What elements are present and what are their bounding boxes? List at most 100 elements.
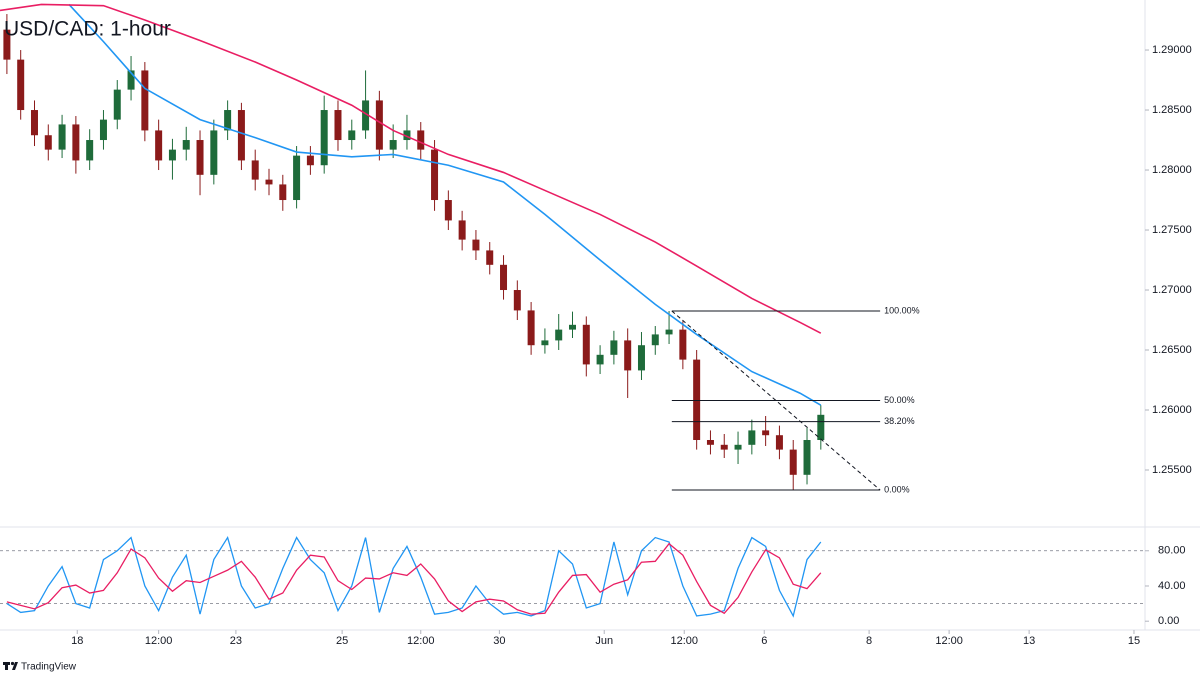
chart-title: USD/CAD: 1-hour bbox=[4, 18, 171, 41]
y-tick-label: 80.00 bbox=[1158, 545, 1186, 557]
x-tick-label: 25 bbox=[336, 635, 348, 647]
fib-label: 0.00% bbox=[884, 484, 910, 494]
candle-body bbox=[817, 414, 825, 441]
candle-body bbox=[127, 70, 135, 90]
candle-body bbox=[748, 430, 756, 445]
candle-body bbox=[596, 354, 604, 365]
x-tick-label: Jun bbox=[595, 635, 613, 647]
stochastic-line bbox=[6, 542, 822, 615]
candle-body bbox=[182, 140, 190, 150]
candle-body bbox=[334, 110, 342, 141]
fib-label: 100.00% bbox=[884, 305, 920, 315]
candle-body bbox=[803, 440, 811, 475]
candle-body bbox=[86, 140, 94, 161]
candle-body bbox=[417, 130, 425, 150]
y-tick-label: 1.28500 bbox=[1152, 104, 1192, 116]
candle-body bbox=[472, 239, 480, 251]
candle-body bbox=[362, 100, 370, 131]
candle-body bbox=[210, 130, 218, 175]
y-tick-label: 1.26500 bbox=[1152, 344, 1192, 356]
candle-body bbox=[775, 435, 783, 450]
y-tick-label: 1.27500 bbox=[1152, 224, 1192, 236]
logo-icon bbox=[3, 661, 18, 670]
moving-average bbox=[0, 3, 822, 334]
x-tick-label: 15 bbox=[1128, 635, 1140, 647]
candle-body bbox=[141, 70, 149, 131]
candle-body bbox=[168, 149, 176, 161]
candle-body bbox=[113, 89, 121, 120]
candle-body bbox=[610, 340, 618, 355]
candle-body bbox=[706, 440, 714, 445]
x-tick-label: 12:00 bbox=[145, 635, 173, 647]
candle-body bbox=[651, 334, 659, 346]
candle-body bbox=[348, 130, 356, 141]
x-tick-label: 30 bbox=[493, 635, 505, 647]
x-tick-label: 12:00 bbox=[407, 635, 435, 647]
candle-body bbox=[458, 220, 466, 240]
candle-body bbox=[44, 135, 52, 150]
candle-body bbox=[17, 59, 25, 111]
y-tick-label: 0.00 bbox=[1158, 615, 1179, 627]
candle-body bbox=[403, 130, 411, 141]
candle-body bbox=[720, 444, 728, 450]
x-tick-label: 13 bbox=[1023, 635, 1035, 647]
stochastic-line bbox=[6, 535, 822, 618]
y-tick-label: 1.28000 bbox=[1152, 164, 1192, 176]
candle-body bbox=[72, 124, 80, 161]
candle-body bbox=[265, 179, 273, 185]
candle-body bbox=[30, 110, 38, 136]
fib-trend-line bbox=[671, 310, 881, 491]
y-tick-label: 1.26000 bbox=[1152, 404, 1192, 416]
fib-label: 38.20% bbox=[884, 416, 915, 426]
candle-body bbox=[693, 359, 701, 441]
candle-body bbox=[196, 140, 204, 175]
candle-body bbox=[679, 329, 687, 360]
candle-body bbox=[251, 160, 259, 180]
candle-body bbox=[762, 430, 770, 436]
candle-body bbox=[58, 124, 66, 150]
candle-body bbox=[320, 110, 328, 166]
candle-body bbox=[293, 155, 301, 201]
fib-label: 50.00% bbox=[884, 395, 915, 405]
candle-body bbox=[569, 324, 576, 330]
candle-body bbox=[224, 110, 232, 131]
candle-body bbox=[279, 184, 287, 201]
candle-body bbox=[306, 155, 314, 166]
x-tick-label: 8 bbox=[866, 635, 872, 647]
candle-body bbox=[734, 444, 742, 450]
x-tick-label: 12:00 bbox=[935, 635, 963, 647]
candle-body bbox=[789, 449, 797, 475]
x-tick-label: 18 bbox=[71, 635, 83, 647]
candle-body bbox=[637, 345, 645, 371]
candle-body bbox=[513, 290, 521, 311]
y-tick-label: 1.25500 bbox=[1152, 464, 1192, 476]
candle-body bbox=[500, 264, 508, 291]
logo-text: TradingView bbox=[21, 662, 77, 673]
candle-body bbox=[527, 310, 535, 346]
x-tick-label: 12:00 bbox=[670, 635, 698, 647]
candle-body bbox=[555, 329, 563, 341]
candle-body bbox=[237, 110, 245, 161]
candle-body bbox=[582, 324, 590, 365]
x-tick-label: 6 bbox=[761, 635, 767, 647]
candle-body bbox=[624, 340, 632, 371]
moving-average bbox=[68, 3, 822, 406]
candle-body bbox=[431, 149, 439, 201]
candle-body bbox=[3, 29, 11, 60]
candle-body bbox=[99, 119, 107, 141]
y-tick-label: 1.27000 bbox=[1152, 284, 1192, 296]
y-tick-label: 1.29000 bbox=[1152, 44, 1192, 56]
candle-body bbox=[486, 250, 494, 265]
candle-body bbox=[375, 100, 383, 150]
x-tick-label: 23 bbox=[230, 635, 242, 647]
candle-body bbox=[665, 329, 673, 335]
candle-body bbox=[389, 140, 397, 150]
candle-body bbox=[444, 200, 452, 221]
candle-body bbox=[541, 340, 549, 346]
candle-body bbox=[155, 130, 163, 161]
plot-layer: 1.25500 1.26000 1.26500 1.27000 1.27500 1.280… bbox=[0, 3, 1192, 647]
y-tick-label: 40.00 bbox=[1158, 580, 1186, 592]
